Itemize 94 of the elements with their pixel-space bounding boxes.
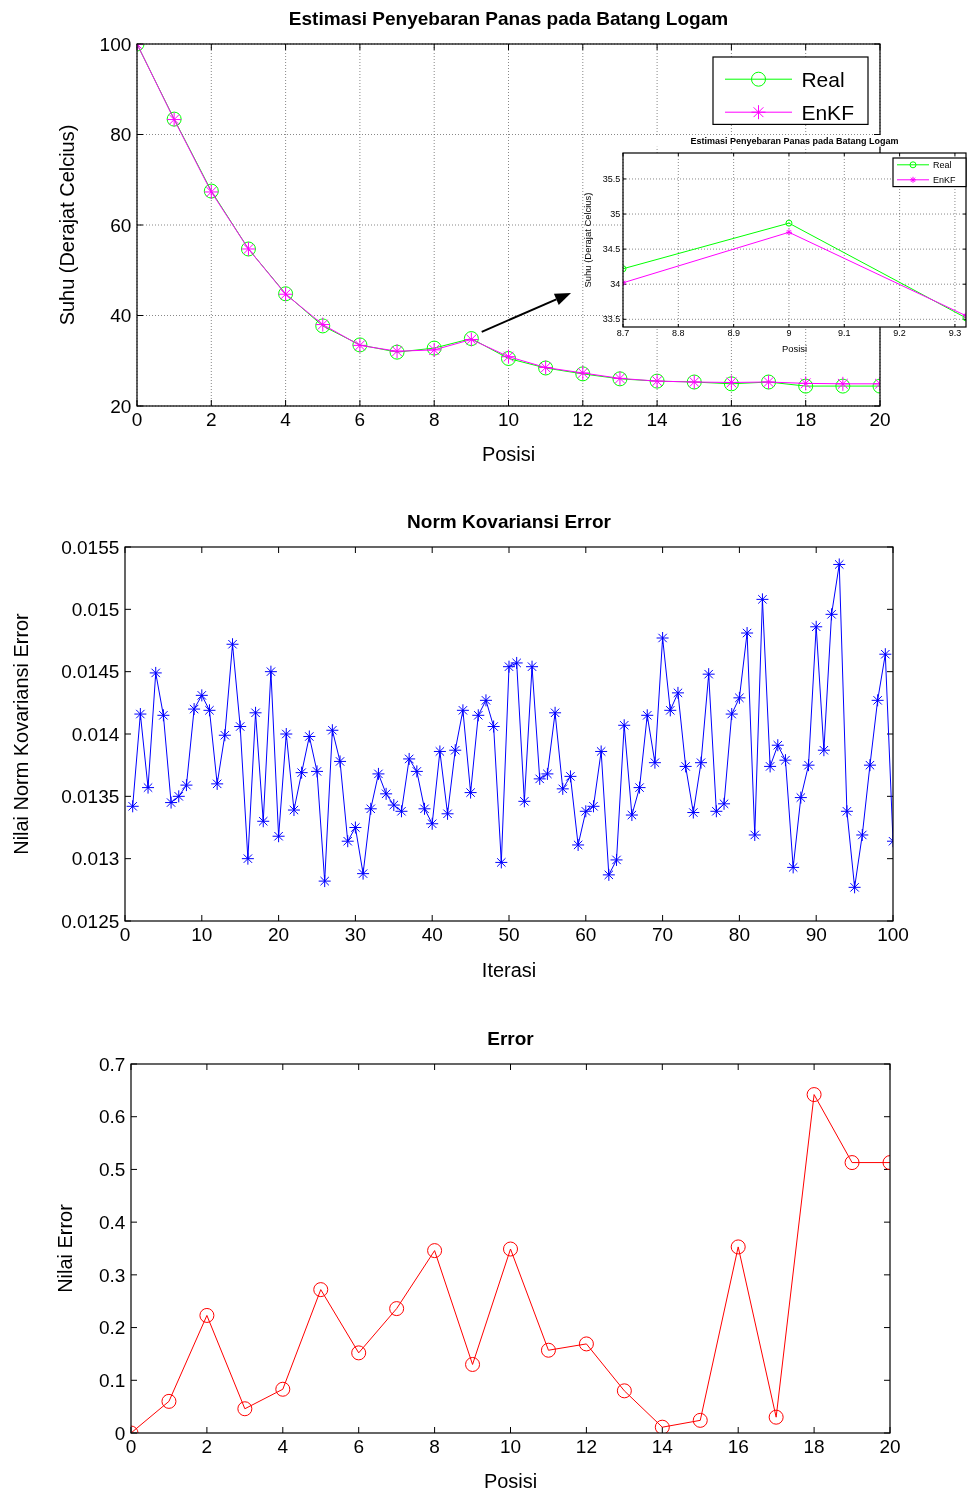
x-tick-label: 8.8 (672, 328, 685, 339)
x-tick-label: 80 (728, 923, 750, 945)
x-tick-label: 12 (572, 408, 594, 430)
y-tick-label: 0.015 (71, 598, 120, 620)
x-tick-label: 70 (652, 923, 674, 945)
x-tick-label: 8.9 (727, 328, 740, 339)
x-tick-label: 18 (803, 1435, 825, 1457)
x-tick-label: 4 (277, 1435, 289, 1457)
legend-label: EnKF (801, 100, 854, 124)
x-tick-label: 9.3 (948, 328, 962, 339)
x-tick-label: 9 (786, 328, 792, 339)
point (313, 1282, 329, 1298)
x-tick-label: 100 (877, 923, 909, 945)
x-tick-label: 9.2 (893, 328, 906, 339)
x-axis-title: Iterasi (481, 959, 537, 981)
x-tick-label: 8.7 (616, 328, 630, 339)
y-tick-label: 35.5 (602, 174, 621, 185)
x-tick-label: 18 (795, 408, 817, 430)
y-tick-label: 0.6 (98, 1106, 126, 1128)
y-tick-label: 0.4 (98, 1211, 126, 1233)
x-tick-label: 9.1 (838, 328, 851, 339)
x-tick-label: 16 (727, 1435, 749, 1457)
legend-label: EnKF (933, 174, 957, 185)
y-tick-label: 0.0125 (61, 910, 120, 932)
x-tick-label: 2 (201, 1435, 213, 1457)
chart-title: Norm Kovariansi Error (407, 511, 612, 532)
x-tick-label: 12 (575, 1435, 597, 1457)
x-axis-title: Posisi (483, 1470, 538, 1492)
y-tick-label: 0.5 (98, 1159, 126, 1181)
x-tick-label: 2 (206, 408, 217, 430)
x-tick-label: 16 (720, 408, 742, 430)
y-axis-title: Suhu (Derajat Celcius) (56, 124, 78, 326)
point (427, 1243, 443, 1259)
x-tick-label: 20 (879, 1435, 901, 1457)
point (465, 1356, 481, 1372)
x-tick-label: 20 (869, 408, 891, 430)
y-tick-label: 0.0145 (61, 661, 120, 683)
x-tick-label: 10 (499, 1435, 522, 1457)
y-axis-title: Suhu (Derajat Celcius) (582, 192, 593, 288)
y-tick-label: 35 (610, 209, 621, 220)
point (768, 1409, 784, 1425)
chart-title: Estimasi Penyebaran Panas pada Batang Logam (288, 8, 729, 29)
point (806, 1087, 822, 1103)
point (199, 1307, 215, 1323)
x-tick-label: 60 (575, 923, 597, 945)
y-tick-label: 0.0155 (61, 536, 120, 558)
point (578, 1336, 594, 1352)
x-tick-label: 90 (805, 923, 827, 945)
legend-label: Real (933, 159, 952, 170)
y-axis-title: Nilai Norm Kovariansi Error (10, 612, 32, 855)
point (730, 1239, 746, 1255)
y-tick-label: 34.5 (602, 244, 621, 255)
point (540, 1342, 556, 1358)
y-axis-title: Nilai Error (54, 1203, 76, 1293)
x-tick-label: 6 (353, 1435, 364, 1457)
x-tick-label: 8 (429, 1435, 440, 1457)
x-tick-label: 20 (268, 923, 290, 945)
point (844, 1155, 860, 1171)
y-tick-label: 0.2 (98, 1317, 126, 1339)
x-tick-label: 30 (344, 923, 366, 945)
x-axis-title: Posisi (481, 443, 536, 465)
y-tick-label: 0.014 (71, 723, 120, 745)
legend-label: Real (801, 67, 845, 91)
x-tick-label: 50 (498, 923, 520, 945)
x-tick-label: 8 (428, 408, 440, 430)
y-tick-label: 0.013 (71, 848, 120, 870)
x-tick-label: 14 (646, 408, 669, 430)
point (654, 1419, 670, 1433)
y-tick-label: 0.1 (98, 1369, 126, 1391)
x-tick-label: 10 (191, 923, 213, 945)
y-tick-label: 60 (110, 214, 132, 236)
x-tick-label: 10 (497, 408, 520, 430)
y-tick-label: 0.0135 (61, 785, 120, 807)
chart-title: Error (487, 1028, 535, 1049)
y-tick-label: 33.5 (602, 314, 621, 325)
point (237, 1401, 253, 1417)
point (616, 1383, 632, 1399)
y-tick-label: 80 (110, 124, 132, 146)
point (161, 1393, 177, 1409)
chart-title: Estimasi Penyebaran Panas pada Batang Logam (690, 136, 899, 146)
point (389, 1301, 405, 1317)
x-tick-label: 6 (354, 408, 366, 430)
y-tick-label: 0.7 (98, 1053, 126, 1075)
point (275, 1381, 291, 1397)
x-axis-title: Posisi (781, 343, 808, 354)
x-tick-label: 14 (651, 1435, 674, 1457)
point (351, 1345, 367, 1361)
y-tick-label: 0.3 (98, 1264, 126, 1286)
y-tick-label: 100 (99, 33, 132, 55)
x-tick-label: 4 (280, 408, 292, 430)
point (692, 1412, 708, 1428)
x-tick-label: 40 (421, 923, 443, 945)
y-tick-label: 34 (610, 279, 621, 290)
point (503, 1241, 518, 1257)
